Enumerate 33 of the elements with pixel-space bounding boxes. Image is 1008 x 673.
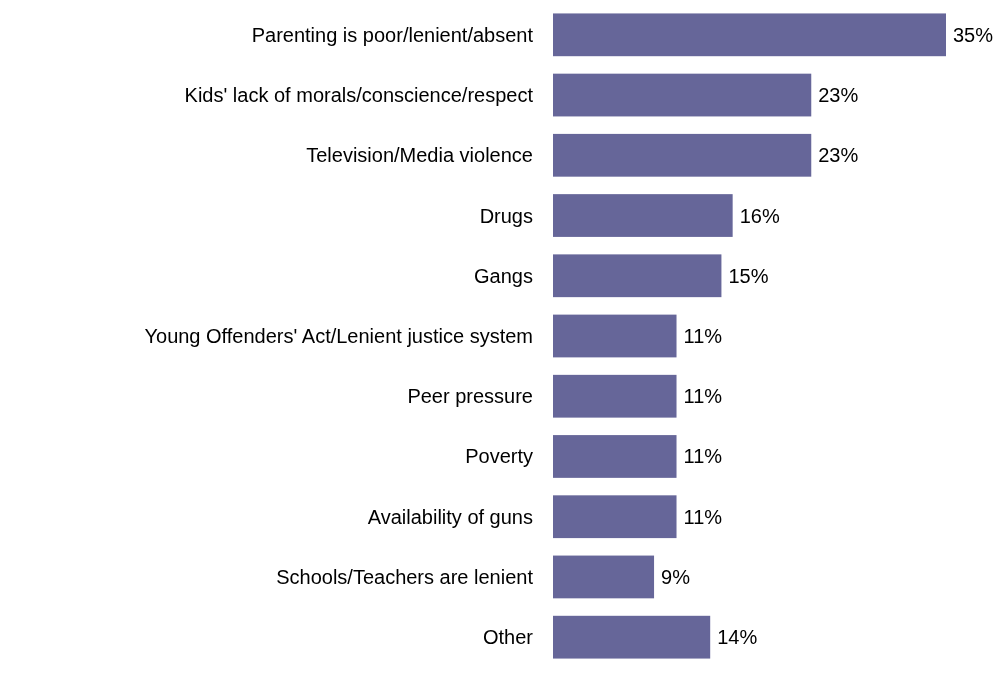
bar [553,133,812,177]
bar [553,435,677,478]
y-tick-label: Schools/Teachers are lenient [276,565,534,588]
y-tick-label: Peer pressure [407,385,533,408]
y-tick-label: Television/Media violence [306,144,533,167]
y-tick-label: Drugs [479,204,533,227]
bar [553,73,812,117]
data-label: 9% [661,565,691,588]
data-label: 11% [683,385,723,408]
data-label: 23% [818,144,859,167]
bar [553,495,677,539]
y-tick-label: Availability of guns [367,505,533,528]
bar [553,615,711,659]
bar [553,254,722,298]
y-tick-label: Parenting is poor/lenient/absent [251,23,534,46]
data-label: 11% [683,505,723,528]
bar [553,374,677,418]
data-label: 23% [818,84,859,107]
data-label: 14% [717,626,758,649]
bar [553,13,946,57]
y-tick-label: Poverty [465,445,533,468]
y-tick-label: Gangs [474,264,533,287]
data-label: 35% [953,23,994,46]
data-label: 11% [683,325,723,347]
bar [553,555,655,599]
bar [553,194,733,237]
data-label: 15% [728,264,769,287]
data-label: 11% [683,445,723,468]
y-tick-label: Young Offenders' Act/Lenient justice system [144,325,533,347]
y-tick-label: Other [482,626,534,649]
data-label: 16% [739,204,780,227]
y-tick-label: Kids' lack of morals/conscience/respect [184,84,534,107]
bar [553,314,677,358]
